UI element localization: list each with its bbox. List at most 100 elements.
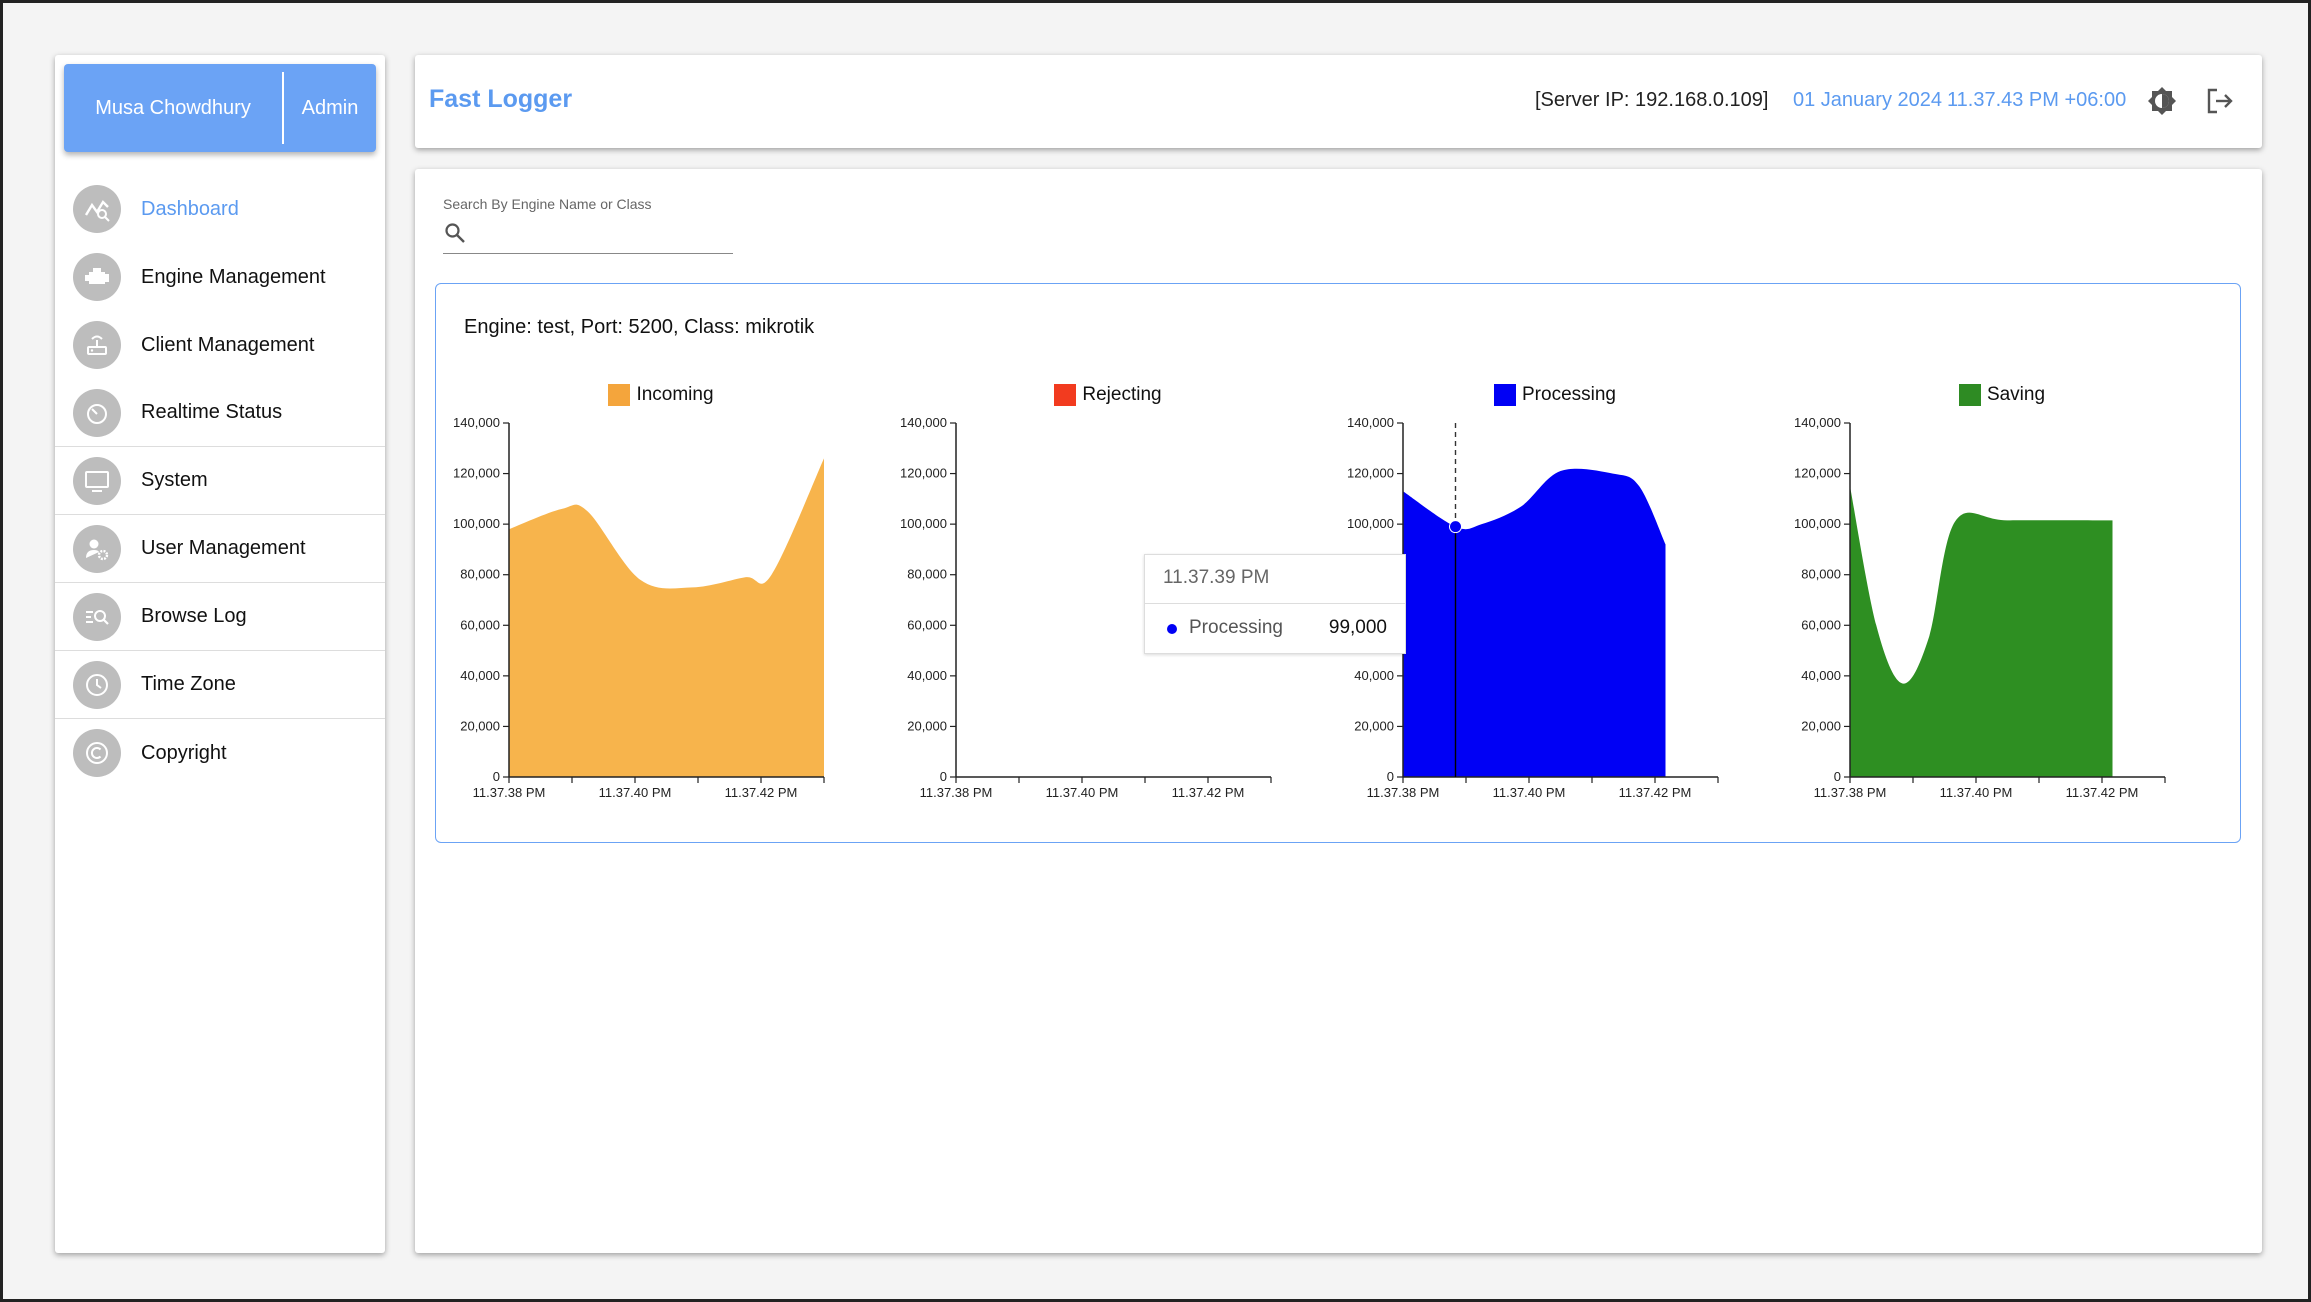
x-tick-label: 11.37.38 PM	[1367, 785, 1440, 800]
y-tick-label: 120,000	[1347, 466, 1394, 481]
sidebar-item-label: Browse Log	[141, 605, 247, 627]
sidebar-item-label: Time Zone	[141, 673, 236, 695]
sidebar-item-label: Realtime Status	[141, 401, 283, 423]
x-tick-label: 11.37.42 PM	[1619, 785, 1692, 800]
server-ip: [Server IP: 192.168.0.109]	[1535, 89, 1769, 111]
hover-point[interactable]	[1449, 520, 1462, 534]
y-tick-label: 40,000	[460, 668, 500, 683]
y-tick-label: 60,000	[460, 617, 500, 632]
legend-swatch	[1054, 384, 1077, 406]
sidebar-item-copyright[interactable]: Copyright	[55, 719, 385, 787]
legend[interactable]: Saving	[1787, 384, 2217, 406]
current-date: 01 January 2024	[1793, 89, 1943, 111]
tooltip-series-dot	[1167, 624, 1177, 634]
user-name: Musa Chowdhury	[95, 96, 251, 119]
legend-swatch	[1494, 384, 1516, 406]
y-tick-label: 140,000	[1347, 415, 1394, 430]
engine-title: Engine: test, Port: 5200, Class: mikroti…	[464, 316, 815, 338]
sidebar-item-client-management[interactable]: Client Management	[55, 311, 385, 379]
current-time: 11.37.43 PM +06:00	[1947, 89, 2127, 111]
rejecting-chart: Rejecting 0 20,000 40,000 60,000 80,000 100,0…	[893, 384, 1323, 804]
sidebar-item-browse-log[interactable]: Browse Log	[55, 583, 385, 651]
legend[interactable]: Processing	[1340, 384, 1770, 406]
y-tick-label: 20,000	[1801, 718, 1841, 733]
legend-label: Processing	[1522, 384, 1616, 405]
sidebar-item-time-zone[interactable]: Time Zone	[55, 651, 385, 719]
sidebar-item-label: System	[141, 469, 208, 491]
top-header: Fast Logger [Server IP: 192.168.0.109] 0…	[415, 55, 2262, 148]
area-series[interactable]	[509, 458, 824, 777]
y-tick-label: 20,000	[907, 718, 947, 733]
y-tick-label: 40,000	[1354, 668, 1394, 683]
legend-label: Incoming	[636, 384, 714, 405]
y-tick-label: 80,000	[460, 567, 500, 582]
legend-swatch	[608, 384, 631, 406]
sidebar-item-engine-management[interactable]: Engine Management	[55, 243, 385, 311]
tooltip-time: 11.37.39 PM	[1163, 567, 1270, 588]
y-tick-label: 60,000	[907, 617, 947, 632]
search-icon	[443, 221, 467, 250]
sidebar-item-system[interactable]: System	[55, 447, 385, 515]
main-content: Search By Engine Name or Class Engine: t…	[415, 169, 2262, 1253]
search-field	[443, 217, 733, 254]
x-tick-label: 11.37.38 PM	[920, 785, 993, 800]
y-tick-label: 120,000	[453, 466, 500, 481]
search-label: Search By Engine Name or Class	[443, 196, 652, 212]
y-tick-label: 0	[1387, 769, 1394, 784]
y-tick-label: 140,000	[1794, 415, 1841, 430]
y-tick-label: 40,000	[907, 668, 947, 683]
router-icon	[73, 321, 121, 369]
y-tick-label: 80,000	[1801, 567, 1841, 582]
chart-svg: 0 20,000 40,000 60,000 80,000 100,000 120,000 1…	[900, 415, 1272, 800]
sidebar-item-realtime-status[interactable]: Realtime Status	[55, 379, 385, 447]
x-tick-label: 11.37.42 PM	[725, 785, 798, 800]
y-tick-label: 0	[940, 769, 947, 784]
search-input[interactable]	[475, 223, 719, 247]
user-box[interactable]: Musa Chowdhury Admin	[64, 64, 376, 152]
x-tick-label: 11.37.40 PM	[1493, 785, 1566, 800]
y-tick-label: 100,000	[900, 516, 947, 531]
y-tick-label: 140,000	[453, 415, 500, 430]
app-title[interactable]: Fast Logger	[429, 85, 573, 113]
engine-icon	[73, 253, 121, 301]
x-tick-label: 11.37.42 PM	[2066, 785, 2139, 800]
legend-label: Rejecting	[1082, 384, 1162, 405]
area-series[interactable]	[1403, 468, 1666, 777]
logout-icon[interactable]	[2204, 85, 2236, 117]
incoming-chart: Incoming 0 20,000 40,000 60,000 80,000 100,00…	[446, 384, 876, 804]
y-tick-label: 100,000	[1794, 516, 1841, 531]
x-tick-label: 11.37.38 PM	[1814, 785, 1887, 800]
area-series[interactable]	[1850, 486, 2113, 777]
chart-svg: 0 20,000 40,000 60,000 80,000 100,000 120,000 1…	[453, 415, 825, 800]
sidebar: Musa Chowdhury Admin Dashboard Engine Ma…	[55, 55, 385, 1253]
chart-svg: 0 20,000 40,000 60,000 80,000 100,000 120,000 1…	[1794, 415, 2166, 800]
legend-swatch	[1958, 384, 1981, 406]
y-tick-label: 0	[1834, 769, 1841, 784]
sidebar-item-user-management[interactable]: User Management	[55, 515, 385, 583]
sidebar-item-label: Copyright	[141, 741, 227, 764]
sidebar-item-label: Client Management	[141, 333, 315, 356]
y-tick-label: 100,000	[453, 516, 500, 531]
x-tick-label: 11.37.42 PM	[1172, 785, 1245, 800]
tooltip-value: 99,000	[1328, 617, 1387, 638]
brightness-icon[interactable]	[2146, 85, 2178, 117]
y-tick-label: 40,000	[1801, 668, 1841, 683]
sidebar-nav: Dashboard Engine Management Client Manag…	[55, 175, 385, 787]
sidebar-item-label: Dashboard	[141, 197, 239, 220]
y-tick-label: 100,000	[1347, 516, 1394, 531]
legend[interactable]: Rejecting	[893, 384, 1323, 406]
tooltip-series-name: Processing	[1189, 617, 1283, 638]
legend[interactable]: Incoming	[446, 384, 876, 406]
sidebar-item-label: Engine Management	[141, 265, 326, 288]
legend-label: Saving	[1986, 384, 2046, 405]
y-tick-label: 0	[493, 769, 500, 784]
user-divider	[282, 72, 284, 144]
copyright-icon	[73, 729, 121, 777]
user-settings-icon	[73, 524, 121, 573]
engine-card: Engine: test, Port: 5200, Class: mikroti…	[435, 283, 2241, 843]
y-tick-label: 20,000	[1354, 718, 1394, 733]
user-role: Admin	[301, 96, 359, 119]
saving-chart: Saving 0 20,000 40,000 60,000 80,000 100,000 1…	[1787, 384, 2217, 804]
x-tick-label: 11.37.38 PM	[473, 785, 546, 800]
sidebar-item-dashboard[interactable]: Dashboard	[55, 175, 385, 243]
